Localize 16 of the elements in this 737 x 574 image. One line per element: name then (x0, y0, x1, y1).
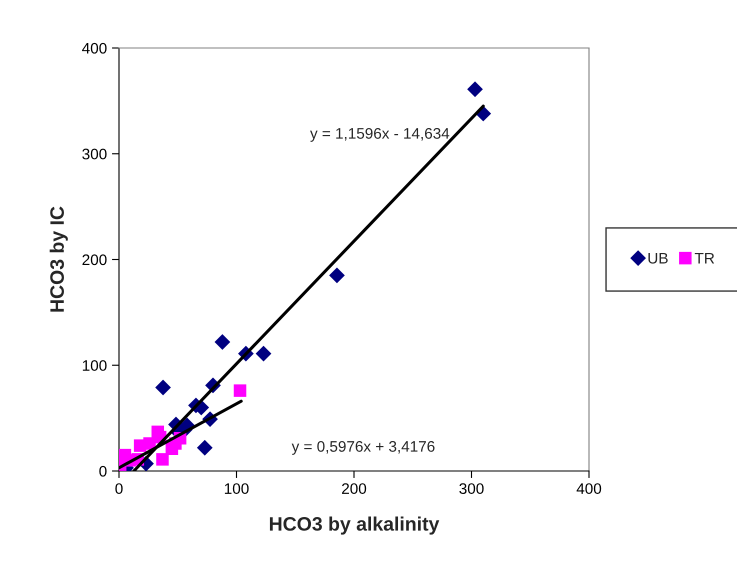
y-tick-label: 100 (82, 360, 107, 371)
annotation: y = 1,1596x - 14,634 (310, 128, 450, 142)
y-tick-label: 300 (82, 148, 107, 160)
y-tick-label: 400 (82, 42, 107, 54)
x-tick-label: 400 (576, 483, 602, 494)
y-axis-title: HCO3 by IC (50, 206, 68, 312)
x-tick-label: 300 (459, 483, 484, 494)
x-tick-label: 0 (115, 483, 123, 494)
legend-label: UB (648, 252, 668, 264)
x-axis-title: HCO3 by alkalinity (270, 516, 440, 535)
x-tick-label: 200 (342, 483, 366, 494)
y-tick-label: 200 (82, 254, 107, 266)
x-tick-label: 100 (224, 483, 249, 494)
y-tick-label: 0 (99, 466, 107, 477)
legend-label: TR (694, 252, 714, 264)
annotation: y = 0,5976x + 3,4176 (292, 441, 435, 455)
